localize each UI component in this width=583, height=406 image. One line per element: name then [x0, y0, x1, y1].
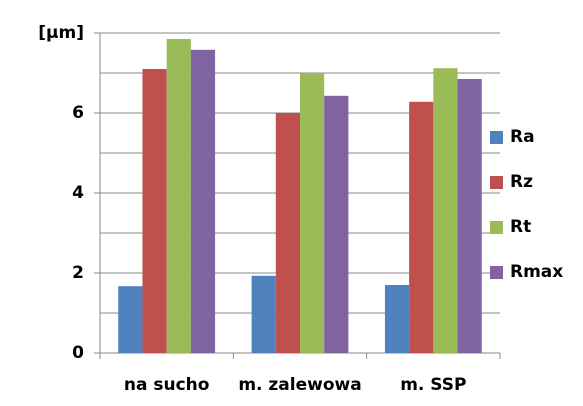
x-tick-label: na sucho	[124, 375, 210, 395]
bar	[118, 286, 143, 353]
y-tick-label: 4	[72, 183, 84, 203]
bar	[433, 68, 458, 353]
y-tick-label: 0	[72, 343, 84, 363]
bar	[275, 113, 300, 353]
x-tick-label: m. SSP	[400, 375, 466, 395]
bar	[166, 39, 191, 353]
y-tick-label: [µm]	[38, 23, 84, 43]
bar	[251, 275, 276, 353]
bar	[142, 69, 167, 353]
bar	[384, 285, 410, 353]
legend-label: Ra	[510, 127, 535, 147]
legend-label: Rt	[510, 217, 531, 237]
legend-swatch	[490, 176, 503, 189]
bar	[324, 95, 349, 354]
legend-label: Rz	[510, 172, 533, 192]
legend-swatch	[490, 221, 503, 234]
legend-swatch	[490, 266, 503, 279]
y-tick-label: 2	[72, 263, 84, 283]
x-tick-label: m. zalewowa	[238, 375, 361, 395]
bar	[190, 49, 216, 354]
legend-swatch	[490, 131, 503, 144]
bar	[409, 101, 434, 353]
y-tick-label: 6	[72, 103, 84, 123]
legend-label: Rmax	[510, 262, 563, 282]
bar	[300, 73, 325, 353]
bar	[457, 79, 482, 353]
